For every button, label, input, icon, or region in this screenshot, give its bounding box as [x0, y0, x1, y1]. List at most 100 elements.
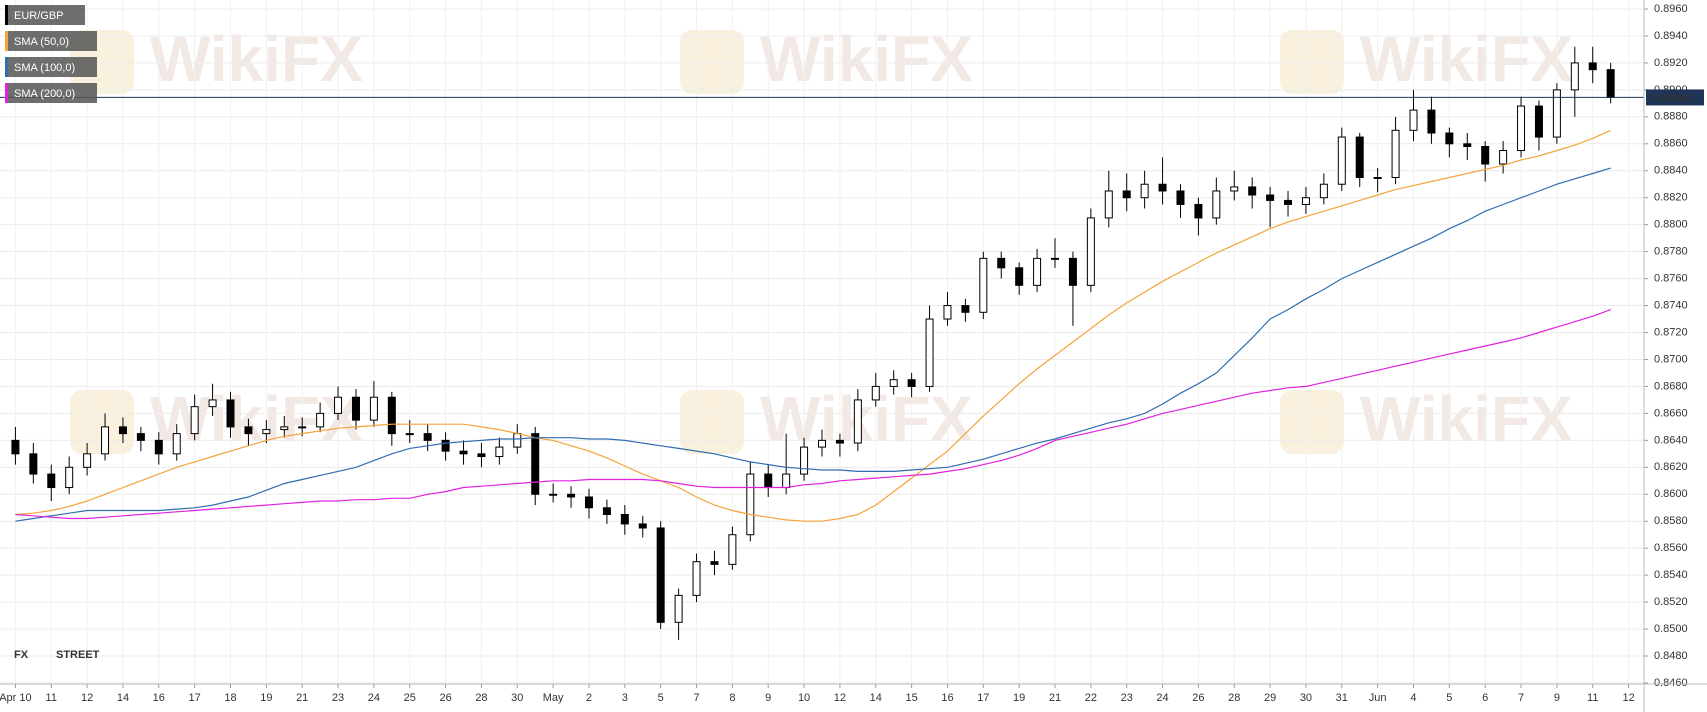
candle-body [1104, 190, 1113, 219]
y-tick-label: 0.8780 [1654, 246, 1688, 258]
y-tick-label: 0.8920 [1654, 57, 1688, 69]
candle-body [477, 453, 486, 458]
candle-body [136, 433, 145, 441]
x-tick-label: Jun [1369, 692, 1387, 704]
candle-body [513, 433, 522, 448]
candle-body [889, 379, 898, 387]
legend-box [5, 31, 97, 51]
x-tick-label: 4 [1410, 692, 1416, 704]
x-tick-label: 5 [658, 692, 664, 704]
candle-body [907, 379, 916, 387]
candle-body [1499, 150, 1508, 165]
watermark: WikiFX [150, 383, 363, 455]
watermark-icon [70, 390, 134, 454]
candle-body [1606, 69, 1615, 98]
candle-body [1481, 145, 1490, 165]
last-price-label: 0.88944 [1652, 92, 1693, 104]
candle-body [692, 561, 701, 596]
candle-body [800, 446, 809, 475]
y-tick-label: 0.8960 [1654, 3, 1688, 15]
candle-body [1266, 194, 1275, 201]
candle-body [441, 439, 450, 452]
candle-body [1176, 190, 1185, 205]
y-tick-label: 0.8500 [1654, 623, 1688, 635]
x-tick-label: 7 [1518, 692, 1524, 704]
x-tick-label: 31 [1336, 692, 1348, 704]
candle-body [1552, 89, 1561, 138]
candle-body [764, 473, 773, 489]
candle-body [584, 496, 593, 509]
x-tick-label: 19 [260, 692, 272, 704]
x-tick-label: 14 [117, 692, 129, 704]
watermark-icon [1280, 30, 1344, 94]
legend-label: SMA (100,0) [14, 62, 75, 74]
y-tick-label: 0.8540 [1654, 569, 1688, 581]
x-tick-label: 24 [368, 692, 380, 704]
x-tick-label: 9 [1554, 692, 1560, 704]
y-tick-label: 0.8640 [1654, 434, 1688, 446]
candle-body [746, 473, 755, 536]
candle-body [1033, 257, 1042, 286]
x-tick-label: 15 [905, 692, 917, 704]
x-tick-label: 3 [622, 692, 628, 704]
candle-body [656, 527, 665, 623]
brand-fx: FX [14, 649, 29, 661]
candle-body [835, 439, 844, 444]
candle-body [1409, 109, 1418, 131]
candle-body [459, 450, 468, 455]
candle-body [1588, 62, 1597, 71]
y-tick-label: 0.8680 [1654, 380, 1688, 392]
sma-line [15, 129, 1611, 522]
y-tick-label: 0.8520 [1654, 596, 1688, 608]
x-tick-label: 28 [475, 692, 487, 704]
legend: EUR/GBP SMA (50,0) SMA (100,0) SMA (200,0) F… [5, 5, 100, 661]
y-tick-label: 0.8480 [1654, 650, 1688, 662]
x-tick-label: 11 [46, 692, 57, 704]
candle-body [1248, 186, 1257, 196]
watermark: WikiFX [150, 23, 363, 95]
candle-body [620, 514, 629, 525]
watermark: WikiFX [1360, 23, 1573, 95]
x-tick-label: 12 [81, 692, 93, 704]
candle-body [351, 396, 360, 421]
candle-body [1122, 190, 1131, 199]
x-tick-label: 6 [1482, 692, 1488, 704]
x-tick-label: 21 [1049, 692, 1061, 704]
candle-body [997, 257, 1006, 269]
x-tick-label: Apr 10 [0, 692, 32, 704]
candle-body [1534, 105, 1543, 138]
candle-body [495, 446, 504, 458]
x-tick-label: 24 [1156, 692, 1168, 704]
x-tick-label: 30 [1300, 692, 1312, 704]
candle-body [226, 399, 235, 428]
candle-body [1301, 197, 1310, 205]
x-tick-label: May [543, 692, 564, 704]
candle-body [11, 439, 20, 455]
candle-body [423, 433, 432, 441]
candle-body [943, 305, 952, 320]
y-tick-label: 0.8940 [1654, 30, 1688, 42]
sma-line [15, 309, 1611, 520]
x-tick-label: 18 [224, 692, 236, 704]
legend-swatch [5, 57, 8, 77]
legend-swatch [5, 5, 8, 25]
watermark-icon [680, 30, 744, 94]
watermark: WikiFX [1360, 383, 1573, 455]
brand-street: STREET [56, 649, 100, 661]
x-tick-label: 21 [296, 692, 308, 704]
y-tick-label: 0.8460 [1654, 677, 1688, 689]
candle-body [1373, 177, 1382, 179]
candle-body [387, 396, 396, 435]
x-tick-label: 8 [729, 692, 735, 704]
candle-body [710, 561, 719, 565]
x-tick-label: 23 [332, 692, 344, 704]
x-tick-label: 28 [1228, 692, 1240, 704]
x-tick-label: 25 [404, 692, 416, 704]
plot [0, 46, 1644, 640]
y-tick-label: 0.8760 [1654, 273, 1688, 285]
candle-body [334, 396, 343, 414]
candle-body [1427, 109, 1436, 134]
y-tick-label: 0.8620 [1654, 461, 1688, 473]
candle-body [638, 523, 647, 529]
